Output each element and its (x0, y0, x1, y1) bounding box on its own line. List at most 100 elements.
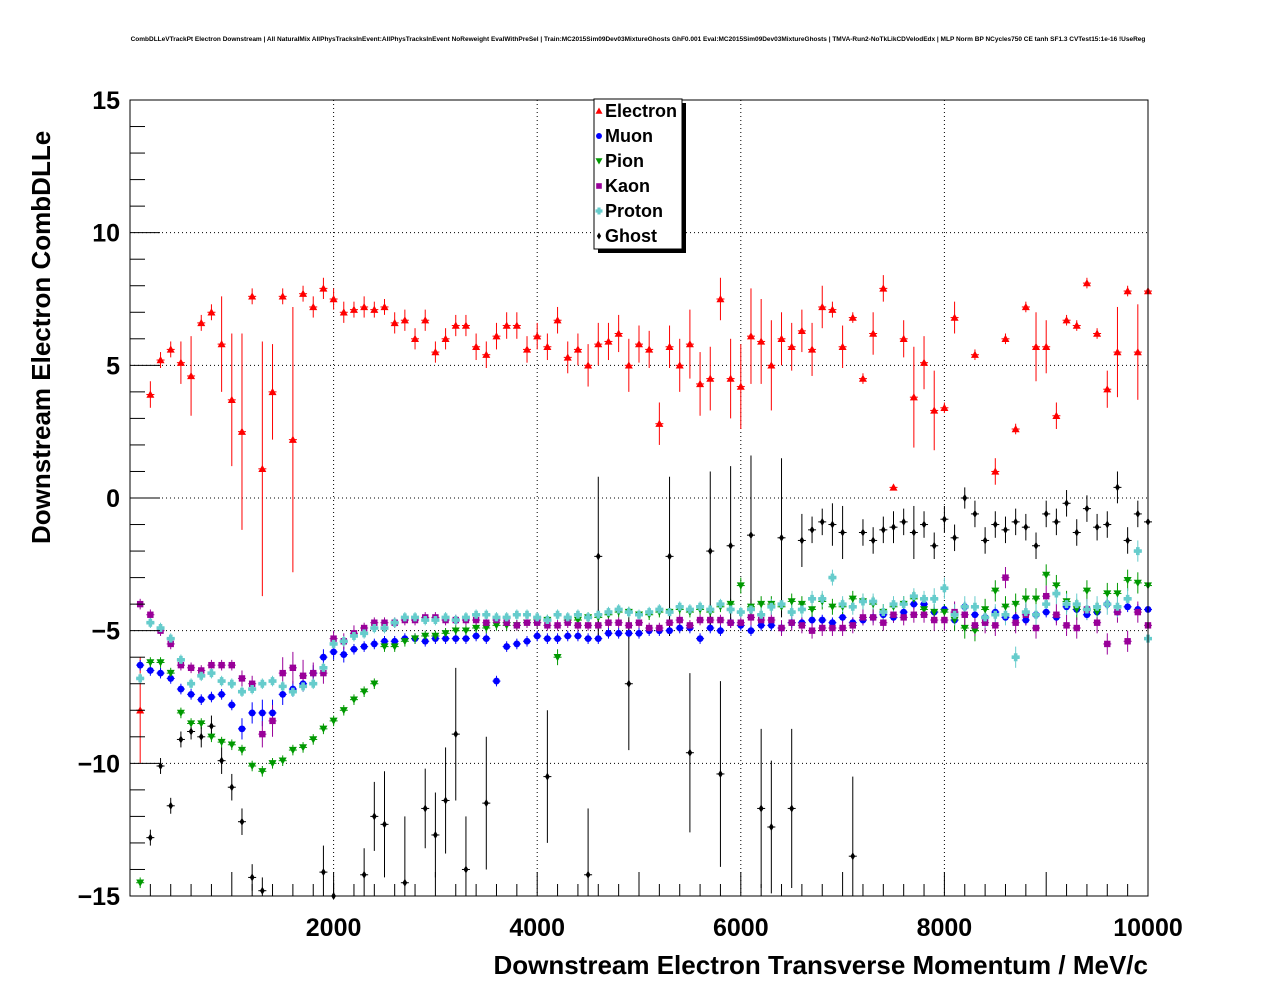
muon-point (513, 640, 521, 648)
proton-point (207, 669, 216, 678)
proton-point (502, 613, 511, 622)
electron-point (1133, 348, 1142, 356)
pion-point (848, 595, 857, 603)
kaon-legend-marker (596, 183, 602, 189)
electron-point (207, 308, 216, 316)
pion-point (370, 680, 379, 688)
ghost-point (188, 727, 194, 736)
electron-point (746, 332, 755, 340)
legend: Electron Muon Pion Kaon Proton Ghost (593, 98, 686, 253)
pion-point (1042, 571, 1051, 579)
pion-point (828, 603, 837, 611)
muon-point (157, 669, 164, 677)
proton-point (176, 655, 185, 664)
ghost-point (209, 722, 214, 731)
muon-point (747, 627, 755, 635)
electron-point (1103, 385, 1112, 393)
muon-point (829, 619, 836, 627)
ghost-point (585, 870, 591, 879)
electron-point (838, 342, 847, 350)
kaon-point (147, 611, 154, 618)
pion-point (1113, 590, 1122, 598)
ghost-point (1064, 499, 1069, 508)
proton-point (461, 613, 470, 622)
pion-point (380, 643, 389, 651)
ghost-point (626, 679, 632, 688)
proton-point (472, 610, 481, 619)
proton-point (146, 618, 155, 627)
pion-point (573, 616, 582, 625)
pion-point (970, 627, 979, 635)
proton-point (614, 605, 623, 614)
electron-point (441, 334, 450, 342)
ghost-point (1003, 525, 1008, 534)
proton-point (248, 685, 257, 694)
proton-point (136, 674, 145, 683)
kaon-point (238, 675, 246, 682)
electron-point (665, 342, 674, 350)
proton-point (1113, 602, 1122, 611)
x-tick-label: 8000 (917, 914, 973, 942)
ghost-point (891, 523, 896, 532)
muon-point (1042, 608, 1050, 616)
pion-point (1082, 587, 1091, 595)
electron-point (258, 464, 267, 473)
kaon-point (472, 616, 480, 624)
proton-point (869, 597, 878, 606)
pion-point (492, 622, 501, 630)
electron-point (940, 403, 949, 411)
kaon-point (1104, 640, 1111, 648)
kaon-point (167, 640, 174, 648)
ghost-point (1053, 517, 1059, 526)
electron-point (431, 348, 440, 356)
ghost-legend-marker (596, 232, 602, 240)
muon-point (208, 693, 215, 701)
ghost-point (992, 520, 998, 529)
proton-point (1042, 600, 1051, 609)
kaon-point (269, 717, 276, 725)
pion-point (421, 632, 430, 640)
ghost-point (249, 873, 255, 882)
pion-point (349, 696, 358, 704)
muon-point (136, 661, 144, 669)
proton-point (360, 629, 369, 638)
pion-point (1072, 606, 1081, 614)
muon-point (808, 616, 816, 624)
electron-point (370, 305, 379, 313)
kaon-point (1134, 608, 1142, 616)
pion-point (278, 757, 287, 765)
kaon-point (1012, 619, 1019, 626)
kaon-point (981, 619, 989, 626)
proton-point (227, 679, 236, 688)
pion-point (461, 627, 470, 635)
muon-point (269, 709, 276, 717)
electron-point (533, 332, 542, 340)
electron-point (1093, 329, 1102, 337)
kaon-point (534, 619, 541, 626)
kaon-point (259, 730, 266, 738)
ghost-point (422, 804, 428, 813)
proton-point (858, 597, 867, 606)
pion-point (1011, 600, 1020, 609)
proton-point (777, 600, 786, 609)
proton-point (828, 573, 837, 582)
electron-point (706, 374, 715, 382)
electron-point (797, 326, 806, 335)
kaon-point (360, 624, 368, 632)
muon-point (391, 637, 399, 645)
electron-point (685, 340, 694, 348)
ghost-point (1023, 523, 1029, 532)
kaon-point (849, 622, 856, 629)
muon-point (462, 635, 470, 643)
electron-point (329, 295, 338, 303)
ghost-point (707, 547, 713, 556)
pion-point (981, 606, 990, 614)
muon-point (370, 640, 378, 648)
muon-point (218, 690, 226, 698)
ghost-point (433, 830, 438, 839)
ghost-point (667, 552, 672, 561)
proton-point (604, 608, 613, 617)
electron-point (319, 284, 328, 292)
ghost-point (850, 852, 856, 861)
muon-point (594, 635, 602, 643)
